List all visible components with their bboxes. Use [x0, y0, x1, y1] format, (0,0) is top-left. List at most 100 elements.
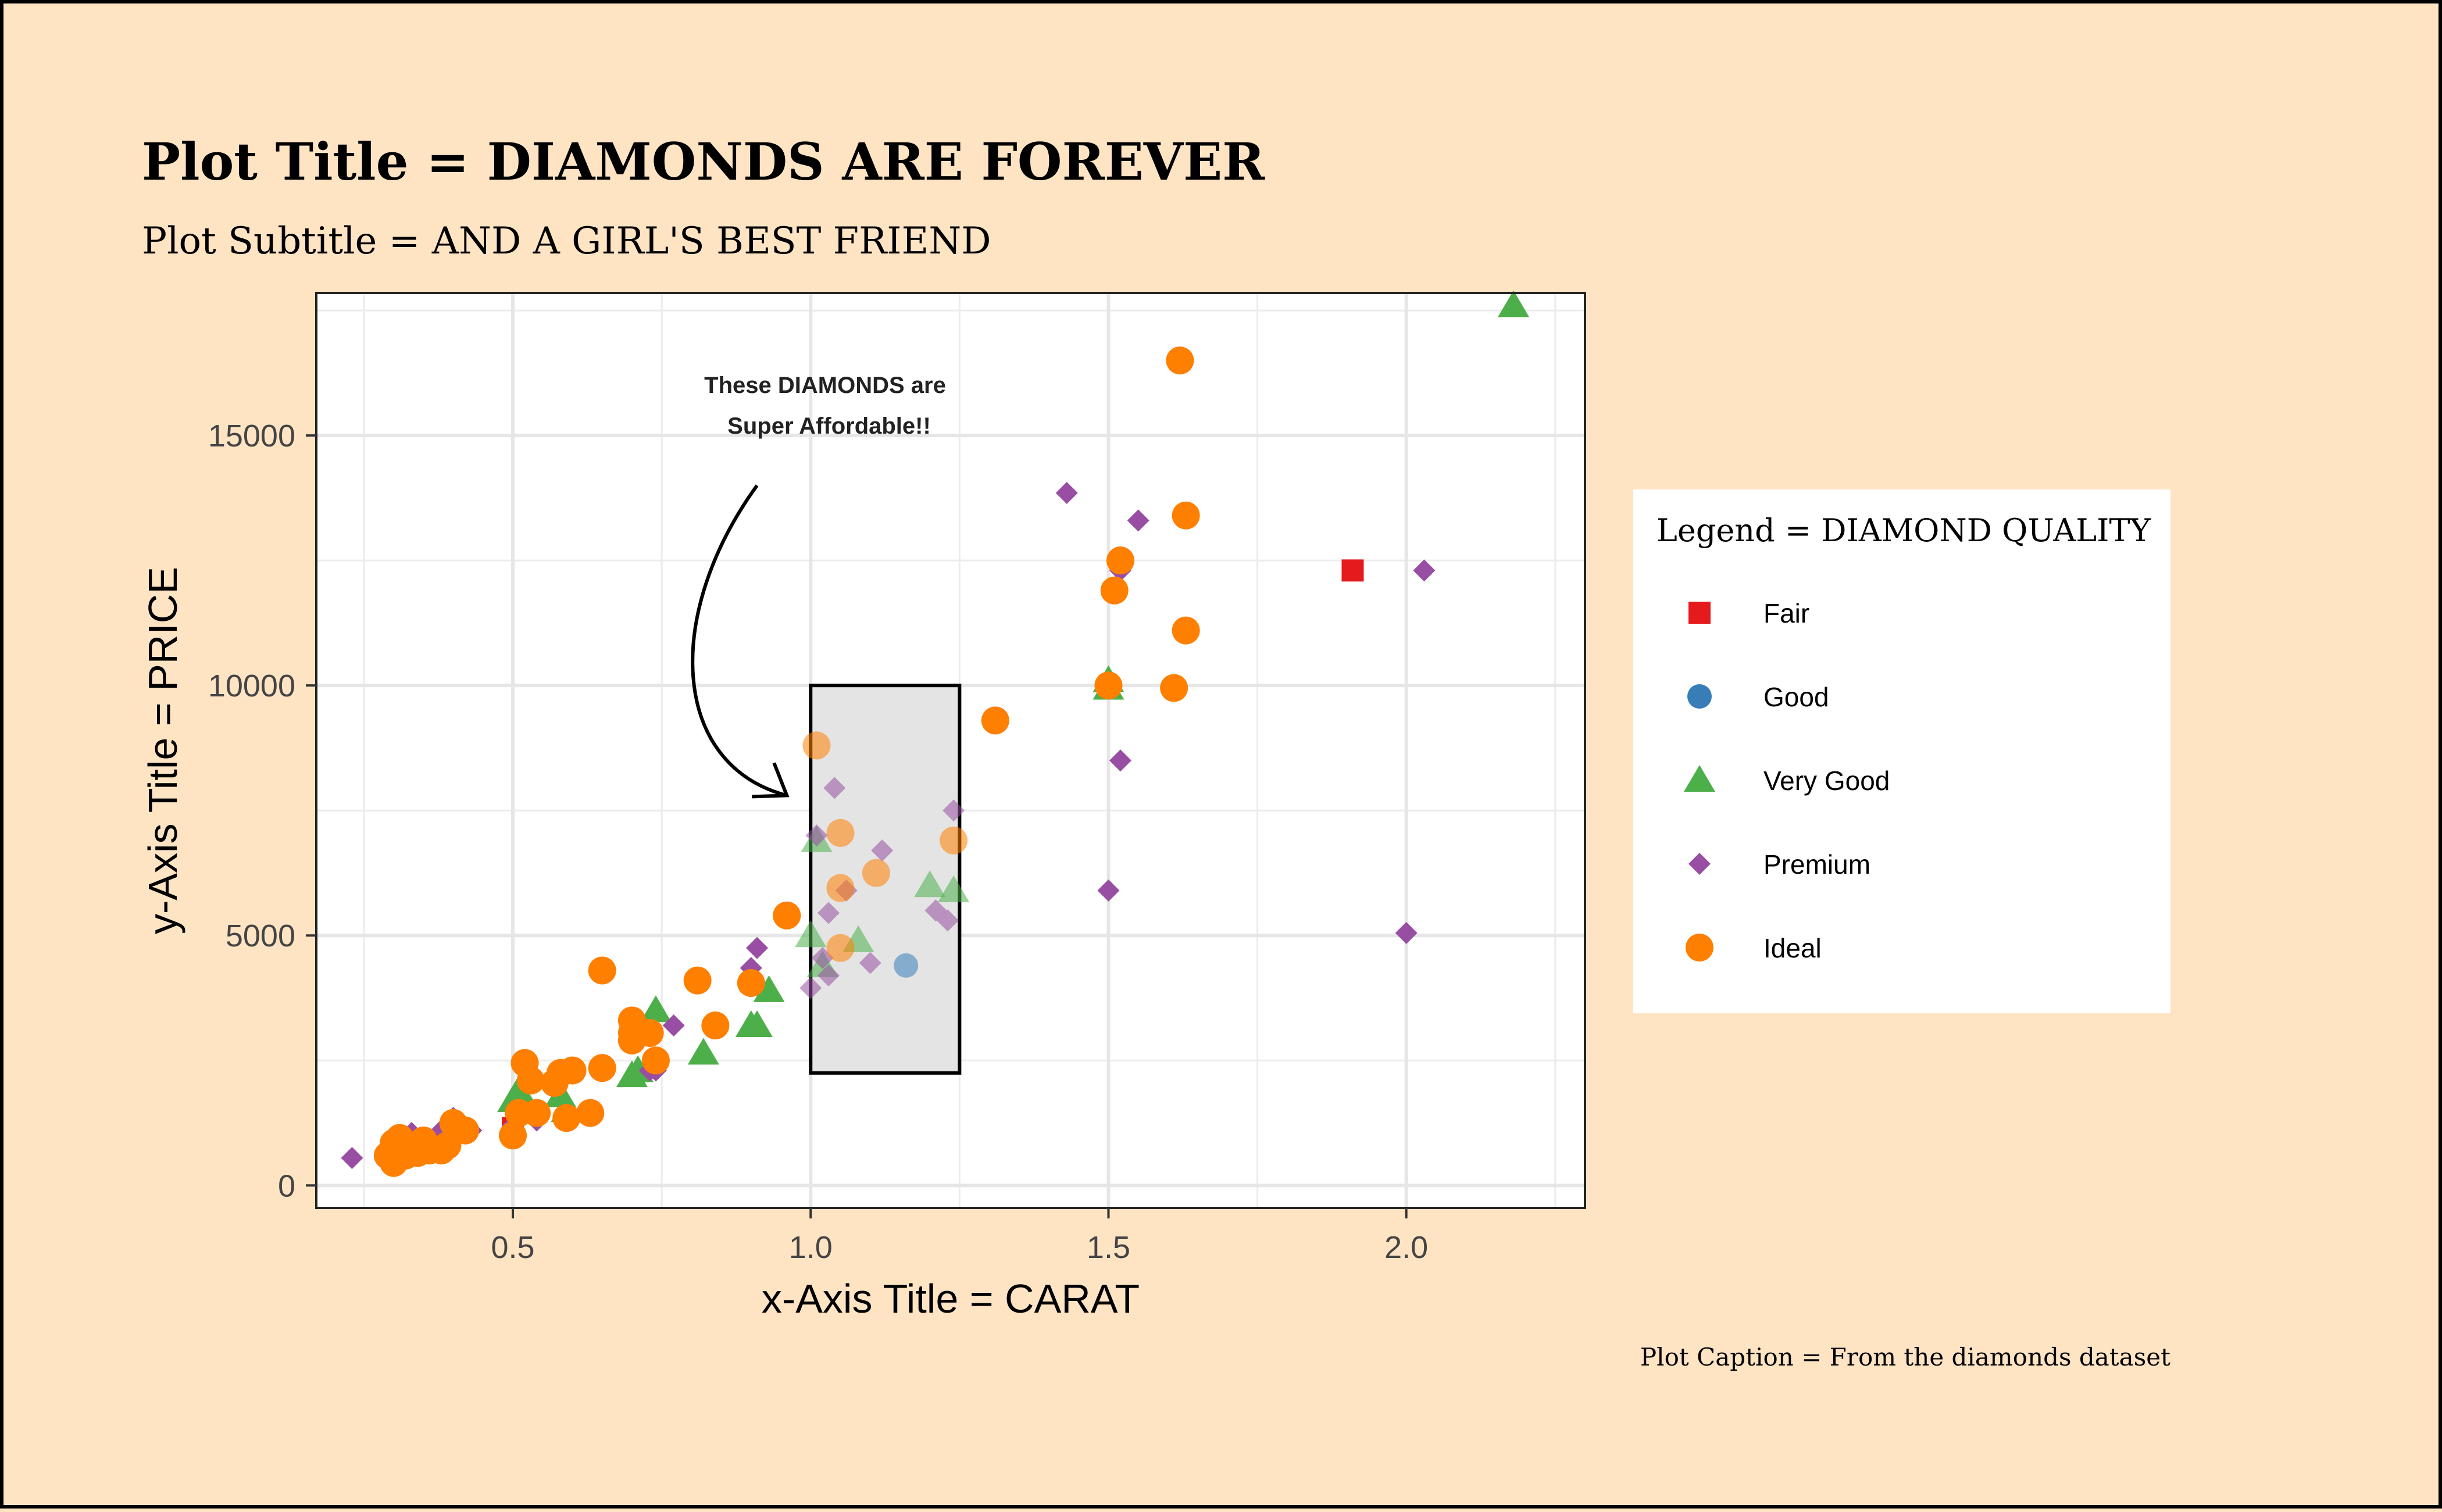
point-ideal-22 — [636, 1018, 664, 1047]
y-tick-label-1: 5000 — [226, 918, 295, 953]
point-ideal-2 — [1106, 546, 1134, 575]
point-premium-1 — [1127, 509, 1149, 532]
point-good-3 — [894, 953, 919, 978]
point-premium-9 — [942, 799, 965, 822]
point-ideal-15 — [737, 968, 765, 997]
point-ideal-17 — [701, 1011, 730, 1040]
point-ideal-1 — [1172, 501, 1200, 530]
point-very-good-8 — [938, 875, 970, 902]
point-premium-17 — [859, 952, 881, 974]
point-ideal-11 — [826, 874, 855, 902]
point-premium-11 — [871, 839, 894, 862]
point-ideal-3 — [1100, 576, 1129, 605]
point-ideal-23 — [641, 1046, 670, 1075]
point-ideal-14 — [773, 901, 801, 930]
legend-label-fair: Fair — [1763, 598, 1809, 628]
plot-panel-border — [315, 292, 1586, 1209]
y-tick-label-2: 10000 — [208, 669, 295, 703]
point-ideal-34 — [552, 1104, 581, 1132]
point-very-good-11 — [741, 1010, 773, 1038]
point-premium-22 — [662, 1014, 685, 1037]
point-ideal-32 — [499, 1121, 527, 1150]
legend-key-good — [1687, 684, 1712, 709]
legend-entries: Fair Good Very Good Premium Ideal — [1684, 598, 1890, 963]
legend-label-very-good: Very Good — [1763, 766, 1890, 796]
series-ideal — [373, 346, 1200, 1177]
point-premium-20 — [746, 936, 769, 959]
legend-label-good: Good — [1763, 682, 1829, 712]
point-fair-1 — [1341, 559, 1364, 582]
annotation-layer: These DIAMONDS are Super Affordable!! — [691, 373, 946, 799]
chart-caption: Plot Caption = From the diamonds dataset — [1640, 1343, 2170, 1371]
y-axis-title: y-Axis Title = PRICE — [140, 567, 185, 934]
y-axis: 0 5000 10000 15000 — [208, 419, 316, 1203]
chart-title: Plot Title = DIAMONDS ARE FOREVER — [142, 131, 1265, 192]
point-ideal-48 — [380, 1149, 408, 1177]
legend-item-very-good: Very Good — [1684, 765, 1890, 796]
point-very-good-12 — [687, 1038, 719, 1065]
point-very-good-7 — [914, 870, 946, 898]
legend-key-very-good — [1684, 765, 1715, 792]
point-premium-10 — [805, 824, 828, 847]
point-premium-0 — [1055, 482, 1078, 505]
legend-background — [1633, 489, 2170, 1013]
legend-item-good: Good — [1687, 682, 1829, 712]
point-ideal-18 — [588, 956, 616, 985]
point-ideal-25 — [576, 1099, 605, 1127]
x-tick-label-0: 0.5 — [491, 1230, 535, 1265]
legend-key-fair — [1688, 602, 1711, 624]
point-ideal-10 — [940, 826, 968, 855]
legend-label-premium: Premium — [1763, 849, 1870, 880]
point-premium-15 — [924, 899, 947, 922]
point-very-good-13 — [640, 995, 672, 1023]
annotation-arrow — [691, 484, 788, 798]
annotation-text-line-1: These DIAMONDS are — [704, 373, 946, 398]
point-very-good-9 — [753, 975, 785, 1002]
point-premium-6 — [1097, 879, 1120, 902]
point-ideal-0 — [1166, 346, 1194, 375]
x-tick-label-1: 1.0 — [789, 1230, 833, 1265]
point-ideal-28 — [540, 1068, 569, 1097]
point-premium-8 — [823, 777, 846, 799]
x-axis-title: x-Axis Title = CARAT — [762, 1276, 1140, 1321]
legend-key-ideal — [1686, 934, 1713, 961]
x-tick-label-3: 2.0 — [1384, 1230, 1428, 1265]
point-ideal-33 — [523, 1099, 551, 1127]
point-premium-5 — [1109, 749, 1131, 772]
point-ideal-8 — [802, 731, 831, 760]
point-ideal-16 — [683, 966, 712, 995]
point-very-good-0 — [1498, 290, 1530, 317]
point-ideal-7 — [981, 706, 1009, 735]
legend: Legend = DIAMOND QUALITY Fair Good Very Go… — [1633, 489, 2170, 1013]
point-ideal-4 — [1172, 616, 1200, 645]
legend-item-fair: Fair — [1688, 598, 1809, 628]
legend-key-premium — [1688, 853, 1711, 875]
point-ideal-6 — [1160, 674, 1188, 702]
scatter-points — [341, 290, 1530, 1177]
point-ideal-13 — [826, 934, 855, 962]
legend-title: Legend = DIAMOND QUALITY — [1656, 512, 2151, 549]
annotation-arrow-head — [752, 762, 790, 799]
legend-item-ideal: Ideal — [1686, 933, 1822, 963]
point-very-good-4 — [795, 920, 827, 948]
point-premium-18 — [817, 964, 840, 987]
point-premium-7 — [1395, 921, 1418, 944]
legend-label-ideal: Ideal — [1763, 933, 1822, 963]
point-premium-33 — [341, 1146, 363, 1169]
y-tick-label-0: 0 — [278, 1168, 295, 1203]
x-tick-label-2: 1.5 — [1087, 1230, 1130, 1265]
x-axis: 0.5 1.0 1.5 2.0 — [491, 1208, 1428, 1265]
annotation-text-line-2: Super Affordable!! — [727, 413, 931, 439]
point-ideal-9 — [826, 818, 855, 847]
point-premium-19 — [799, 977, 822, 999]
plot-panel: These DIAMONDS are Super Affordable!! — [315, 290, 1586, 1209]
chart-subtitle: Plot Subtitle = AND A GIRL'S BEST FRIEND — [142, 220, 991, 263]
legend-item-premium: Premium — [1688, 849, 1870, 880]
chart-svg: Plot Title = DIAMONDS ARE FOREVER Plot S… — [140, 131, 2170, 1371]
point-ideal-36 — [439, 1109, 467, 1137]
point-ideal-12 — [862, 859, 890, 887]
point-ideal-24 — [588, 1054, 616, 1082]
point-premium-3 — [1413, 559, 1436, 582]
point-ideal-30 — [510, 1049, 539, 1077]
